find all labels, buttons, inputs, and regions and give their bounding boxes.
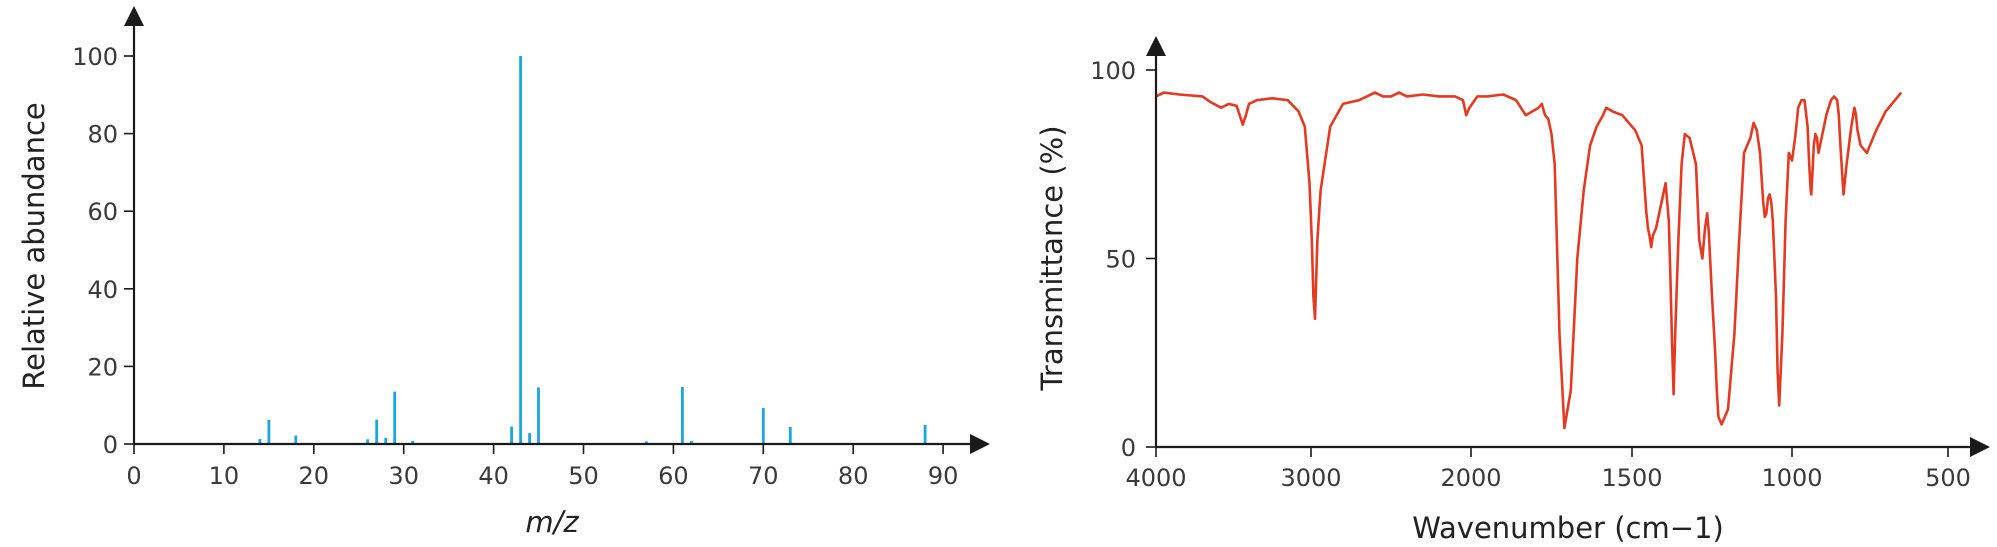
ms-x-tick-label: 50 (568, 462, 599, 490)
ms-bar-mz-73 (788, 426, 792, 444)
ms-bar-mz-45 (537, 387, 540, 444)
ms-bar-mz-18 (294, 435, 298, 444)
ms-bar-mz-15 (267, 419, 271, 444)
ms-x-tick-label: 90 (928, 462, 959, 490)
ir-y-tick-label: 100 (1090, 57, 1136, 85)
ms-x-ticks: 0 10 20 30 40 50 60 70 80 90 (126, 444, 958, 490)
ir-x-tick-label: 500 (1925, 464, 1971, 492)
ir-x-tick-label: 4000 (1125, 464, 1186, 492)
ir-y-axis-title: Transmittance (%) (1035, 125, 1069, 391)
ir-spectrum-line (1155, 91, 1903, 430)
ir-x-tick-label: 2000 (1440, 464, 1501, 492)
ir-y-tick-label: 50 (1105, 246, 1136, 274)
ir-x-tick-label: 1500 (1601, 464, 1662, 492)
ir-y-tick-label: 0 (1121, 434, 1136, 462)
ms-y-tick-label: 20 (87, 353, 118, 381)
ms-y-tick-label: 0 (103, 431, 118, 459)
ms-bar-mz-31 (411, 440, 415, 444)
ms-x-axis-arrow-icon (970, 434, 990, 454)
ir-x-ticks: 4000 3000 2000 1500 1000 500 (1125, 447, 1971, 492)
ms-bar-mz-44 (528, 433, 531, 444)
ir-y-axis-arrow-icon (1146, 36, 1166, 56)
ms-bar-mz-61 (681, 387, 684, 444)
ms-x-tick-label: 60 (658, 462, 689, 490)
ms-bar-mz-43 (519, 56, 522, 444)
ms-y-axis-title: Relative abundance (17, 102, 51, 389)
ms-y-tick-label: 60 (87, 198, 118, 226)
ms-bar-mz-70 (761, 407, 765, 444)
ms-bar-mz-57 (645, 441, 648, 444)
ms-y-tick-label: 100 (72, 43, 118, 71)
ms-bar-mz-26 (366, 439, 370, 444)
ms-y-tick-label: 80 (87, 121, 118, 149)
ir-x-axis-arrow-icon (1970, 437, 1990, 457)
ms-bar-mz-14 (258, 439, 262, 444)
ms-bar-mz-29 (393, 391, 397, 444)
ir-x-tick-label: 1000 (1761, 464, 1822, 492)
ir-spectrum-chart: 0 50 100 4000 3000 2000 1500 1000 500 Transmitt… (1035, 36, 1990, 545)
ms-x-tick-label: 0 (126, 462, 141, 490)
mass-spectrum-bars (258, 56, 927, 444)
ir-x-axis-title: Wavenumber (cm−1) (1412, 511, 1724, 545)
ms-bar-mz-62 (690, 440, 693, 444)
ms-bar-mz-27 (375, 419, 379, 444)
ms-bar-mz-88 (923, 425, 927, 444)
ms-x-tick-label: 30 (388, 462, 419, 490)
ms-x-tick-label: 40 (478, 462, 509, 490)
ms-y-axis-arrow-icon (124, 6, 144, 26)
ms-x-tick-label: 20 (299, 462, 330, 490)
ms-x-tick-label: 10 (209, 462, 240, 490)
ms-x-tick-label: 70 (748, 462, 779, 490)
ir-x-tick-label: 3000 (1280, 464, 1341, 492)
ms-bar-mz-28 (384, 437, 388, 444)
ms-y-tick-label: 40 (87, 276, 118, 304)
ms-x-tick-label: 80 (838, 462, 869, 490)
ms-y-ticks: 0 20 40 60 80 100 (72, 43, 134, 459)
ms-x-axis-title: m/z (525, 505, 579, 539)
ms-bar-mz-42 (510, 426, 513, 444)
ir-y-ticks: 0 50 100 (1090, 57, 1156, 462)
mass-spectrum-chart: 0 20 40 60 80 100 0 10 20 30 40 50 60 70 80 90 Relativ… (17, 6, 990, 539)
